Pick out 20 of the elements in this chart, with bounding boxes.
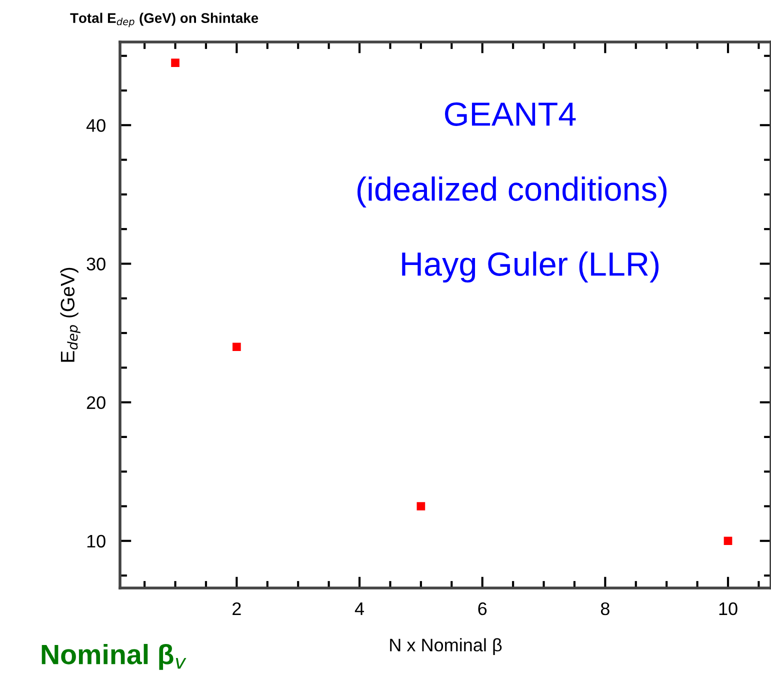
point [724, 536, 732, 546]
x-axis-title: N x Nominal β [390, 638, 502, 655]
y-tick-label: 10 [87, 534, 106, 548]
point [171, 58, 180, 67]
annotation: Hayg Guler (LLR) [402, 251, 659, 283]
y-tick-label: 30 [86, 258, 106, 270]
x-tick-label: 4 [354, 602, 364, 615]
y-tick-label: 20 [86, 396, 106, 410]
annotation: (idealized conditions) [358, 176, 667, 208]
x-tick-label: 6 [478, 602, 487, 616]
point [232, 342, 241, 352]
text: Nominal β$_{v}$ [42, 644, 186, 670]
y-axis-title: E$_{dep}$ (GeV) [60, 268, 80, 362]
chart-title: Total E$_{dep}$ (GeV) on Shintake [70, 12, 258, 28]
x-tick-label: 8 [600, 602, 610, 616]
x-tick-label: 10 [719, 602, 738, 616]
y-tick-label: 40 [86, 119, 106, 132]
annotation: GEANT4 [444, 102, 576, 126]
x-tick-label: 2 [232, 602, 241, 615]
point [416, 502, 426, 510]
